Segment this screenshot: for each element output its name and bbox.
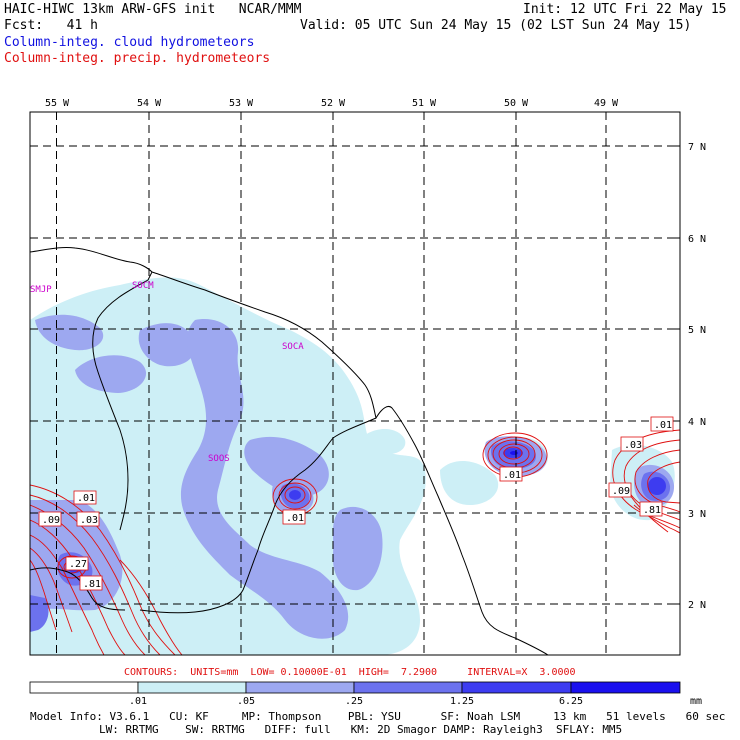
contour-label: .81	[79, 575, 103, 591]
legend-precip-field: Column-integ. precip. hydrometeors	[4, 51, 271, 66]
contour-label: .01	[73, 490, 97, 505]
station-label-smjp: SMJP	[30, 285, 52, 295]
contour-label: .01	[650, 416, 674, 432]
coastline-borders	[30, 247, 549, 655]
colorbar-label: 6.25	[559, 696, 584, 707]
contour-label: .81	[639, 501, 663, 517]
svg-text:.27: .27	[69, 559, 87, 570]
lon-label-53w: 53 W	[229, 98, 254, 109]
colorbar	[29, 681, 681, 694]
contour-label: .27	[65, 556, 89, 571]
contour-label: .01	[499, 466, 523, 482]
contours-info: CONTOURS: UNITS=mm LOW= 0.10000E-01 HIGH…	[124, 667, 576, 678]
legend-cloud-field: Column-integ. cloud hydrometeors	[4, 35, 255, 50]
lat-label-6n: 6 N	[688, 234, 706, 245]
svg-text:.01: .01	[503, 470, 521, 481]
lon-label-50w: 50 W	[504, 98, 529, 109]
cloud-hydrometeor-shading	[30, 277, 675, 655]
station-label-socm: SOCM	[132, 281, 154, 291]
svg-text:.81: .81	[83, 579, 101, 590]
header-init-time: Init: 12 UTC Fri 22 May 15	[523, 2, 727, 17]
colorbar-unit: mm	[690, 696, 703, 707]
map-frame	[29, 111, 681, 656]
colorbar-label: .01	[129, 696, 148, 707]
precip-contours	[30, 429, 680, 655]
lon-label-54w: 54 W	[137, 98, 162, 109]
svg-text:.01: .01	[286, 513, 304, 524]
svg-text:.01: .01	[77, 493, 95, 504]
lon-label-49w: 49 W	[594, 98, 619, 109]
axis-ticks	[56, 112, 680, 605]
lat-label-7n: 7 N	[688, 142, 706, 153]
svg-text:.09: .09	[42, 515, 60, 526]
lat-lon-grid	[30, 112, 680, 655]
svg-text:.03: .03	[624, 440, 642, 451]
lat-label-3n: 3 N	[688, 509, 706, 520]
header-title: HAIC-HIWC 13km ARW-GFS init NCAR/MMM	[4, 2, 302, 17]
lat-label-4n: 4 N	[688, 417, 706, 428]
svg-text:.09: .09	[612, 486, 630, 497]
station-label-soos: SOOS	[208, 454, 230, 464]
contour-label: .09	[608, 482, 632, 498]
lon-label-52w: 52 W	[321, 98, 346, 109]
colorbar-label: .05	[237, 696, 256, 707]
lon-label-55w: 55 W	[45, 98, 70, 109]
contour-label: .03	[620, 436, 644, 452]
svg-text:.01: .01	[654, 420, 672, 431]
contour-label: .03	[76, 511, 100, 527]
station-label-soca: SOCA	[282, 342, 304, 352]
header-valid-time: Valid: 05 UTC Sun 24 May 15 (02 LST Sun …	[300, 18, 692, 33]
model-info-line-1: Model Info: V3.6.1 CU: KF MP: Thompson P…	[30, 710, 726, 723]
svg-text:.81: .81	[643, 505, 661, 516]
contour-label: .01	[282, 509, 306, 525]
colorbar-label: .25	[345, 696, 364, 707]
lat-label-2n: 2 N	[688, 600, 706, 611]
contour-label: .09	[38, 511, 62, 527]
model-info-line-2: LW: RRTMG SW: RRTMG DIFF: full KM: 2D Sm…	[99, 723, 623, 736]
lon-label-51w: 51 W	[412, 98, 437, 109]
header-forecast-hour: Fcst: 41 h	[4, 18, 98, 33]
svg-text:.03: .03	[80, 515, 98, 526]
colorbar-label: 1.25	[450, 696, 475, 707]
lat-label-5n: 5 N	[688, 325, 706, 336]
